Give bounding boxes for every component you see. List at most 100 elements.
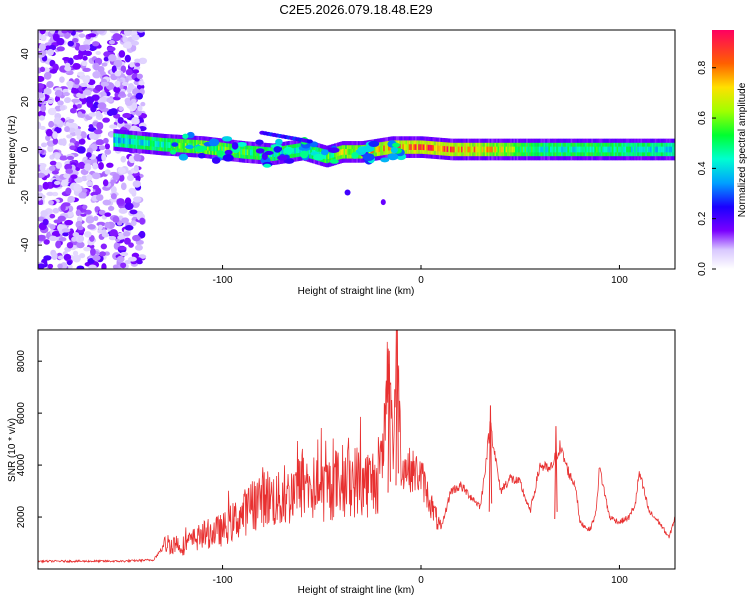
spectrogram-noise-cell	[83, 246, 91, 252]
spectrogram-noise-cell	[61, 30, 68, 34]
spectrogram-band-blob	[363, 145, 375, 153]
spectrogram-noise-cell	[101, 62, 108, 67]
spectrogram-band-core	[642, 146, 646, 153]
spectrogram-noise-cell	[122, 112, 132, 119]
spectrogram-band-core	[594, 146, 598, 153]
spectrogram-band-core	[465, 146, 469, 153]
spectrogram-band-core	[275, 150, 279, 157]
spectrogram-faint-spot	[344, 189, 351, 196]
spectrogram-band-core	[562, 146, 566, 153]
spectrogram-band-blob	[283, 158, 295, 164]
spectrogram-band-core	[388, 144, 392, 151]
spectrogram-band-core	[576, 146, 580, 153]
spectrogram-noise-cell	[98, 209, 106, 215]
spectrogram-band-core	[138, 139, 142, 146]
colorbar-label: Normalized spectral amplitude	[737, 82, 748, 217]
spectrogram-noise-cell	[97, 229, 103, 234]
snr-line	[38, 330, 675, 564]
spectrogram-band-core	[602, 146, 606, 153]
spectrogram-noise-cell	[72, 63, 81, 70]
spectrogram-noise-cell	[113, 59, 123, 68]
spectrogram-noise-cell	[100, 96, 107, 103]
spectrogram-band-core	[403, 144, 407, 150]
spectrogram-band-core	[429, 144, 433, 151]
spectrogram-noise-cell	[136, 84, 145, 90]
spectrogram-noise-cell	[63, 92, 70, 97]
spectrogram-noise-cell	[78, 138, 86, 145]
spectrogram-noise-cell	[95, 194, 104, 201]
spectrogram-band-core	[549, 146, 553, 153]
spectrogram-noise-cell	[51, 170, 59, 175]
spectrogram-noise-cell	[82, 76, 90, 84]
spectrogram-band-core	[384, 145, 388, 151]
spectrogram-noise-cell	[71, 98, 81, 103]
spectrogram-band-core	[446, 146, 450, 153]
spectrogram-band-core	[545, 146, 549, 153]
spectrogram-band-core	[527, 146, 531, 153]
snr-x-ticks: -100 0 100	[213, 565, 628, 586]
spectrogram-band-core	[119, 137, 123, 144]
spectrogram-band-core	[349, 149, 353, 155]
spectrogram-noise-cell	[72, 231, 80, 238]
spectrogram-noise-cell	[48, 165, 56, 172]
spectrogram-noise-cell	[53, 117, 61, 125]
spectrogram-noise-cell	[100, 243, 107, 250]
spectrogram-band-core	[114, 137, 118, 143]
spectrogram-noise-cell	[97, 102, 107, 110]
spectrogram-band-core	[626, 146, 630, 153]
spectrogram-band-core	[157, 141, 161, 148]
spectrogram-noise-cell	[75, 209, 81, 217]
spectrogram-noise-cell	[70, 107, 77, 114]
spectrogram-noise-cell	[103, 137, 109, 144]
spectrogram-noise-cell	[140, 101, 146, 107]
spectrogram-band-core	[176, 142, 180, 149]
spectrogram-band-blob	[236, 141, 247, 147]
colorbar-tick-label: 0.8	[697, 60, 708, 74]
spectrogram-band-core	[402, 144, 406, 150]
spectrogram-noise-cell	[61, 138, 67, 146]
spectrogram-band-blob	[351, 151, 359, 159]
spectrogram-noise-cell	[76, 92, 82, 98]
spectrogram-noise-cell	[93, 129, 103, 135]
spectrogram-noise-cell	[42, 181, 49, 190]
spectrogram-band-blob	[273, 146, 282, 153]
spectrogram-y-ticks: -40 -20 0 20 40	[20, 48, 42, 252]
spectrogram-x-tick-label: 0	[418, 275, 424, 286]
spectrogram-band-core	[418, 144, 422, 150]
spectrogram-band-core	[448, 146, 452, 153]
spectrogram-band-core	[616, 146, 620, 153]
spectrogram-noise-cell	[48, 120, 55, 128]
spectrogram-x-tick-label: 100	[611, 275, 628, 286]
spectrogram-noise-cell	[38, 88, 44, 93]
spectrogram-band-blob	[196, 145, 207, 151]
spectrogram-band-core	[340, 149, 344, 156]
spectrogram-noise-cell	[104, 221, 111, 229]
spectrogram-noise-cell	[108, 131, 115, 138]
spectrogram-band-core	[443, 146, 447, 152]
spectrogram-band-core	[456, 146, 460, 153]
snr-y-tick-label: 6000	[16, 402, 27, 425]
spectrogram-noise-cell	[93, 215, 99, 221]
spectrogram-band-core	[584, 146, 588, 153]
spectrogram-band-core	[221, 146, 225, 153]
spectrogram-band-core	[251, 149, 255, 156]
spectrogram-noise-cell	[84, 231, 92, 238]
spectrogram-noise-cell	[79, 82, 88, 87]
spectrogram-band-core	[330, 152, 334, 158]
spectrogram-noise-cell	[49, 213, 56, 219]
spectrogram-noise-cell	[99, 70, 106, 76]
snr-y-label: SNR (10 * v/v)	[7, 418, 18, 482]
spectrogram-noise-cell	[66, 80, 74, 87]
spectrogram-noise-cell	[87, 33, 97, 38]
spectrogram-noise-cell	[57, 263, 63, 269]
spectrogram-band-core	[337, 150, 341, 157]
spectrogram-band-core	[502, 146, 506, 153]
spectrogram-band-core	[154, 141, 158, 147]
spectrogram-band-core	[526, 146, 530, 153]
spectrogram-band-core	[164, 141, 168, 148]
spectrogram-band-core	[513, 146, 517, 153]
spectrogram-band-core	[346, 149, 350, 155]
spectrogram-band-core	[427, 144, 431, 151]
spectrogram-noise-cell	[38, 184, 43, 192]
spectrogram-noise-cell	[138, 230, 146, 238]
